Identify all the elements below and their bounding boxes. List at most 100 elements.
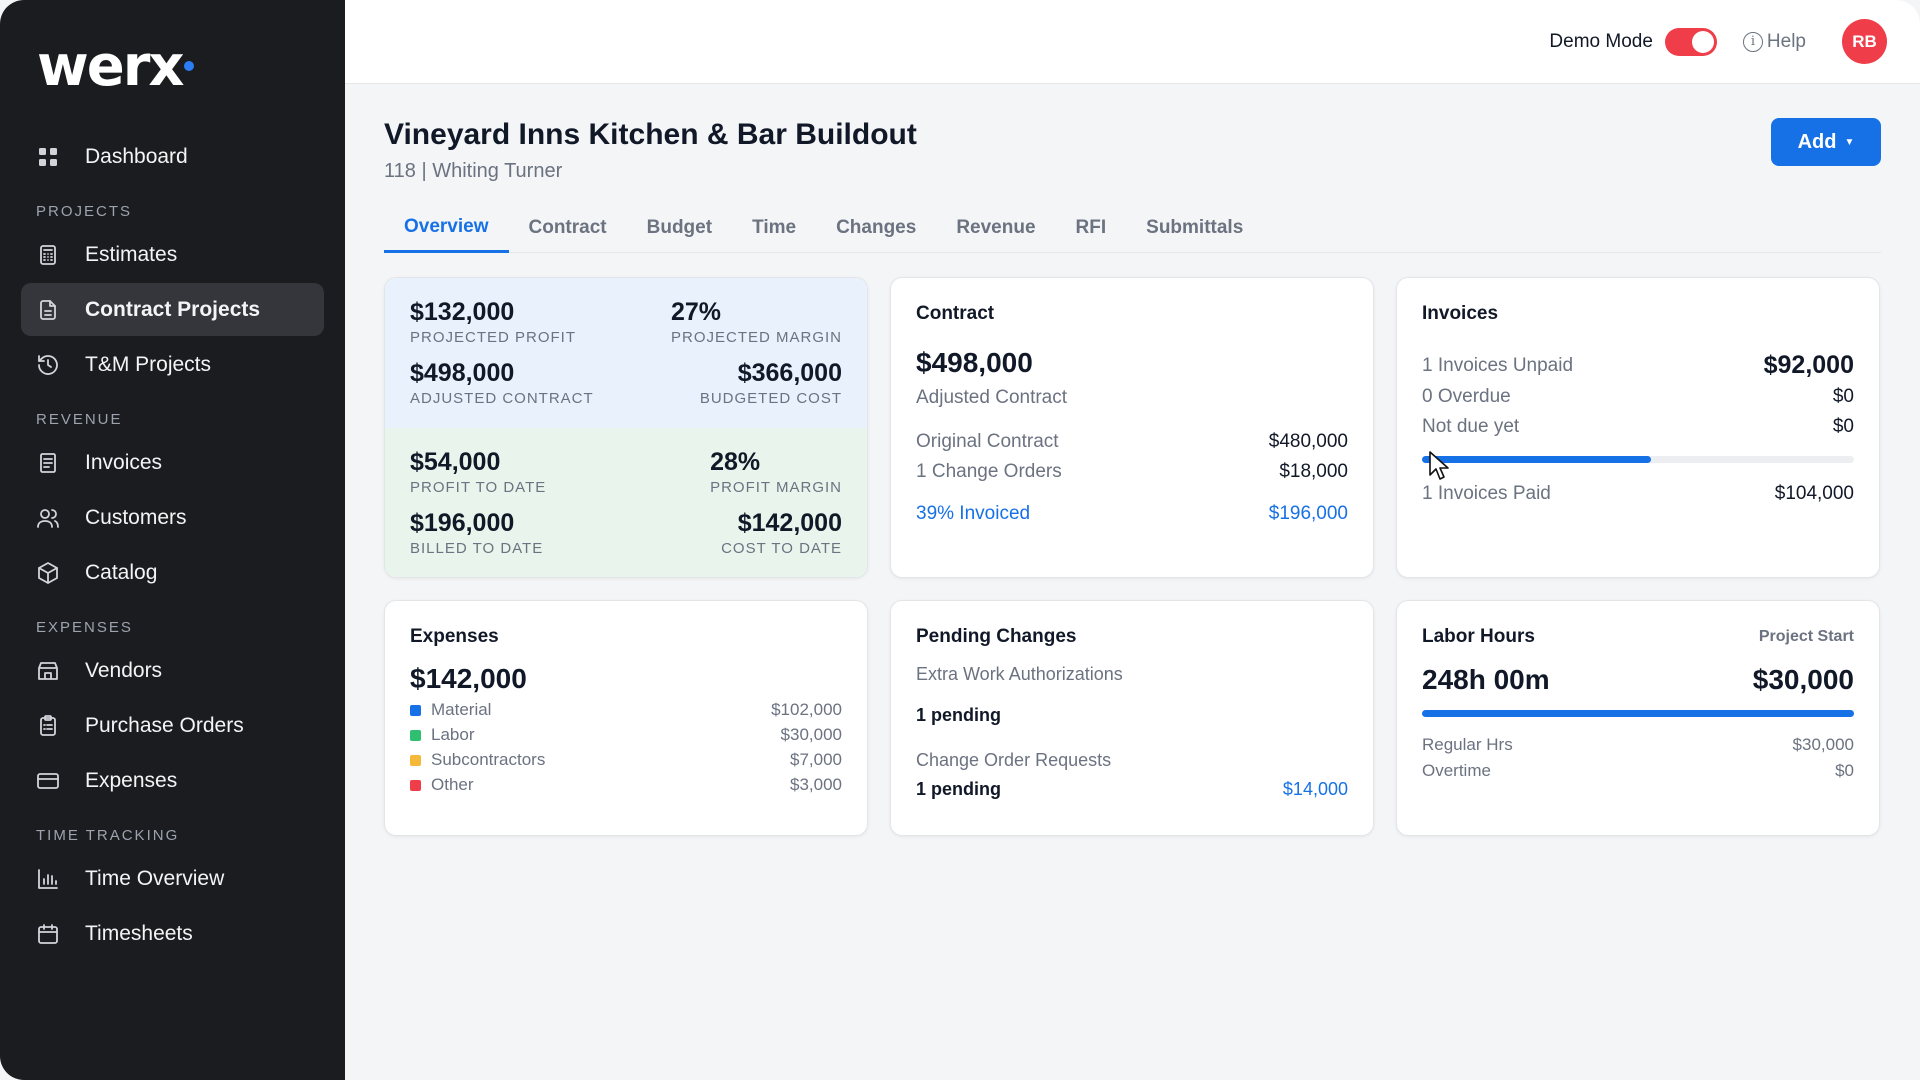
overtime-label: Overtime <box>1422 761 1491 780</box>
cor-row: 1 pending $14,000 <box>916 779 1348 800</box>
sidebar-item-timesheets[interactable]: Timesheets <box>21 907 324 960</box>
original-contract-label: Original Contract <box>916 431 1059 452</box>
demo-mode-toggle[interactable] <box>1664 27 1717 56</box>
change-orders-value: $18,000 <box>1279 461 1348 482</box>
bar-chart-icon <box>36 867 60 891</box>
section-label-expenses: EXPENSES <box>36 619 133 636</box>
overdue-label: 0 Overdue <box>1422 386 1511 407</box>
unpaid-label: 1 Invoices Unpaid <box>1422 354 1574 376</box>
overtime-value: $0 <box>1835 761 1854 780</box>
cost-to-date-value: $142,000 <box>737 509 842 537</box>
billed-to-date-value: $196,000 <box>410 509 515 537</box>
legend-swatch-subcontractors <box>410 754 421 766</box>
regular-hours-label: Regular Hrs <box>1422 735 1513 754</box>
sidebar-item-estimates[interactable]: Estimates <box>21 228 324 281</box>
users-icon <box>36 506 60 530</box>
sidebar-item-label: Invoices <box>85 450 163 474</box>
sidebar-item-vendors[interactable]: Vendors <box>21 644 324 697</box>
change-orders-label: 1 Change Orders <box>916 461 1062 482</box>
expenses-card[interactable]: Expenses $142,000 Material $102,000 Labo… <box>384 600 868 836</box>
sidebar-item-contract-projects[interactable]: Contract Projects <box>21 283 324 336</box>
calendar-icon <box>36 922 60 946</box>
cor-value-link[interactable]: $14,000 <box>1282 779 1348 799</box>
to-date-section: $54,000 PROFIT TO DATE 28% PROFIT MARGIN $… <box>385 428 867 577</box>
help-label: Help <box>1766 30 1806 52</box>
adjusted-contract-value: $498,000 <box>410 359 515 387</box>
help-link[interactable]: i Help <box>1742 30 1806 53</box>
logo-dot <box>184 61 195 71</box>
expense-label: Subcontractors <box>431 750 546 769</box>
section-label-time-tracking: TIME TRACKING <box>36 827 180 844</box>
sidebar-item-purchase-orders[interactable]: Purchase Orders <box>21 699 324 752</box>
tab-rfi[interactable]: RFI <box>1075 217 1107 238</box>
invoice-icon <box>36 451 60 475</box>
contract-card[interactable]: Contract $498,000 Adjusted Contract Orig… <box>890 277 1374 578</box>
sidebar-item-time-overview[interactable]: Time Overview <box>21 852 324 905</box>
sidebar-item-invoices[interactable]: Invoices <box>21 436 324 489</box>
cor-count: 1 pending <box>916 779 1001 799</box>
not-due-label: Not due yet <box>1422 416 1520 437</box>
budgeted-cost-label: BUDGETED COST <box>699 390 842 407</box>
labor-header: Labor Hours Project Start <box>1422 626 1854 648</box>
tab-submittals[interactable]: Submittals <box>1146 217 1244 238</box>
unpaid-value: $92,000 <box>1763 351 1854 379</box>
sidebar-item-expenses[interactable]: Expenses <box>21 754 324 807</box>
unpaid-row: 1 Invoices Unpaid $92,000 <box>1422 351 1854 380</box>
legend-swatch-other <box>410 779 421 791</box>
original-contract-value: $480,000 <box>1268 431 1348 452</box>
profit-margin-value: 28% <box>710 448 761 476</box>
expense-row-labor: Labor $30,000 <box>410 725 842 745</box>
sidebar-item-customers[interactable]: Customers <box>21 491 324 544</box>
page-title: Vineyard Inns Kitchen & Bar Buildout <box>384 118 917 151</box>
expense-row-material: Material $102,000 <box>410 700 842 720</box>
expense-row-subcontractors: Subcontractors $7,000 <box>410 750 842 770</box>
avatar[interactable]: RB <box>1842 19 1887 64</box>
tab-overview[interactable]: Overview <box>384 203 509 253</box>
sidebar-item-tm-projects[interactable]: T&M Projects <box>21 338 324 391</box>
sidebar-item-label: Dashboard <box>85 144 188 168</box>
invoiced-percent-link[interactable]: 39% Invoiced <box>916 503 1031 524</box>
sidebar-item-dashboard[interactable]: Dashboard <box>21 130 324 183</box>
paid-label: 1 Invoices Paid <box>1422 483 1551 504</box>
main-content: Demo Mode i Help RB Vineyard Inns Kitche… <box>345 0 1920 1080</box>
project-start-label: Project Start <box>1758 628 1854 645</box>
add-button[interactable]: Add ▼ <box>1771 118 1881 166</box>
tab-time[interactable]: Time <box>752 217 797 238</box>
profit-to-date-value: $54,000 <box>410 448 501 476</box>
invoiced-value-link[interactable]: $196,000 <box>1268 503 1348 524</box>
tab-changes[interactable]: Changes <box>836 217 917 238</box>
expense-value: $7,000 <box>790 750 842 769</box>
invoiced-row[interactable]: 39% Invoiced $196,000 <box>916 503 1348 525</box>
calculator-icon <box>36 243 60 267</box>
legend-swatch-labor <box>410 729 421 741</box>
projected-margin-value: 27% <box>670 298 722 326</box>
labor-hours-card[interactable]: Labor Hours Project Start 248h 00m $30,0… <box>1396 600 1880 836</box>
pending-changes-title: Pending Changes <box>916 626 1077 647</box>
tab-budget[interactable]: Budget <box>646 217 713 238</box>
ewa-count: 1 pending <box>916 705 1001 725</box>
invoices-card[interactable]: Invoices 1 Invoices Unpaid $92,000 0 Ove… <box>1396 277 1880 578</box>
labor-hours-total: 248h 00m <box>1422 664 1550 695</box>
sidebar-item-catalog[interactable]: Catalog <box>21 546 324 599</box>
expenses-list: Material $102,000 Labor $30,000 Subcontr… <box>410 700 842 795</box>
demo-mode-label: Demo Mode <box>1549 30 1653 52</box>
tab-revenue[interactable]: Revenue <box>956 217 1036 238</box>
labor-hours-title: Labor Hours <box>1422 626 1535 647</box>
page-header: Vineyard Inns Kitchen & Bar Buildout 118… <box>384 118 917 183</box>
document-icon <box>36 298 60 322</box>
pending-changes-card[interactable]: Pending Changes Extra Work Authorization… <box>890 600 1374 836</box>
overtime-row: Overtime $0 <box>1422 761 1854 781</box>
sidebar-item-label: Time Overview <box>85 866 225 890</box>
section-label-revenue: REVENUE <box>36 411 123 428</box>
sidebar-item-label: Customers <box>85 505 187 529</box>
expense-row-other: Other $3,000 <box>410 775 842 795</box>
sidebar-item-label: Catalog <box>85 560 158 584</box>
regular-hours-value: $30,000 <box>1792 735 1854 754</box>
history-icon <box>36 353 60 377</box>
projected-profit-label: PROJECTED PROFIT <box>410 329 577 346</box>
sidebar-item-label: Purchase Orders <box>85 713 244 737</box>
tab-contract[interactable]: Contract <box>528 217 607 238</box>
regular-hours-row: Regular Hrs $30,000 <box>1422 735 1854 755</box>
werx-logo[interactable]: werx <box>21 0 324 130</box>
project-tabs: Overview Contract Budget Time Changes Re… <box>384 203 1881 253</box>
